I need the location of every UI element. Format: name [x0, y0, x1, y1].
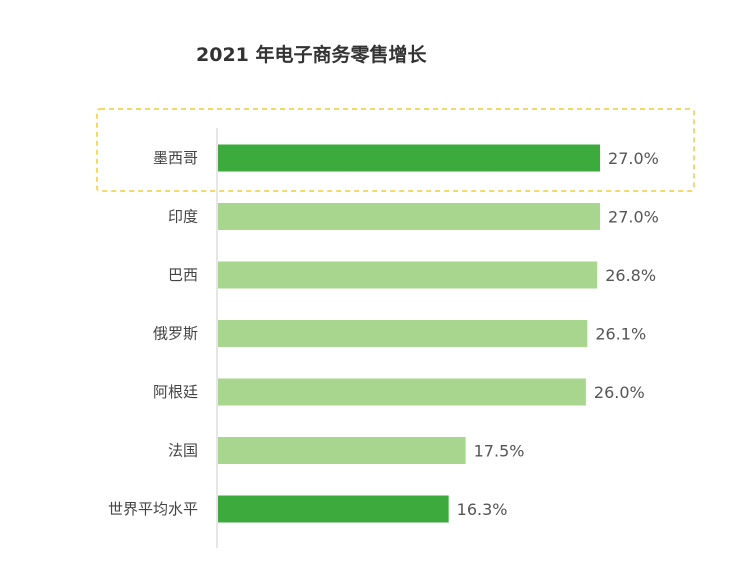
value-label: 26.0% [594, 383, 645, 402]
bar [218, 378, 586, 406]
value-label: 26.1% [595, 325, 646, 344]
bar [218, 495, 449, 523]
bar [218, 437, 466, 464]
highlight-box [96, 108, 695, 192]
bar [218, 261, 598, 289]
bar [218, 203, 601, 230]
category-label: 墨西哥 [153, 149, 198, 167]
bar [218, 144, 601, 172]
category-label: 俄罗斯 [153, 325, 198, 343]
chart-title: 2021 年电子商务零售增长 [196, 43, 427, 66]
category-label: 印度 [168, 208, 198, 226]
highlight-layer [96, 108, 695, 192]
bar [218, 320, 588, 347]
value-label: 17.5% [474, 442, 525, 461]
value-label: 27.0% [608, 208, 659, 227]
category-label: 世界平均水平 [108, 500, 198, 518]
labels-layer: 墨西哥 27.0% 印度 27.0% 巴西 26.8% 俄罗斯 26.1% 阿根廷 26.0% 法国… [108, 149, 659, 519]
value-label: 16.3% [457, 500, 508, 519]
category-label: 阿根廷 [153, 383, 198, 401]
value-label: 27.0% [608, 149, 659, 168]
category-label: 巴西 [168, 266, 198, 284]
bars-layer [218, 144, 601, 523]
category-label: 法国 [168, 442, 198, 460]
value-label: 26.8% [605, 266, 656, 285]
